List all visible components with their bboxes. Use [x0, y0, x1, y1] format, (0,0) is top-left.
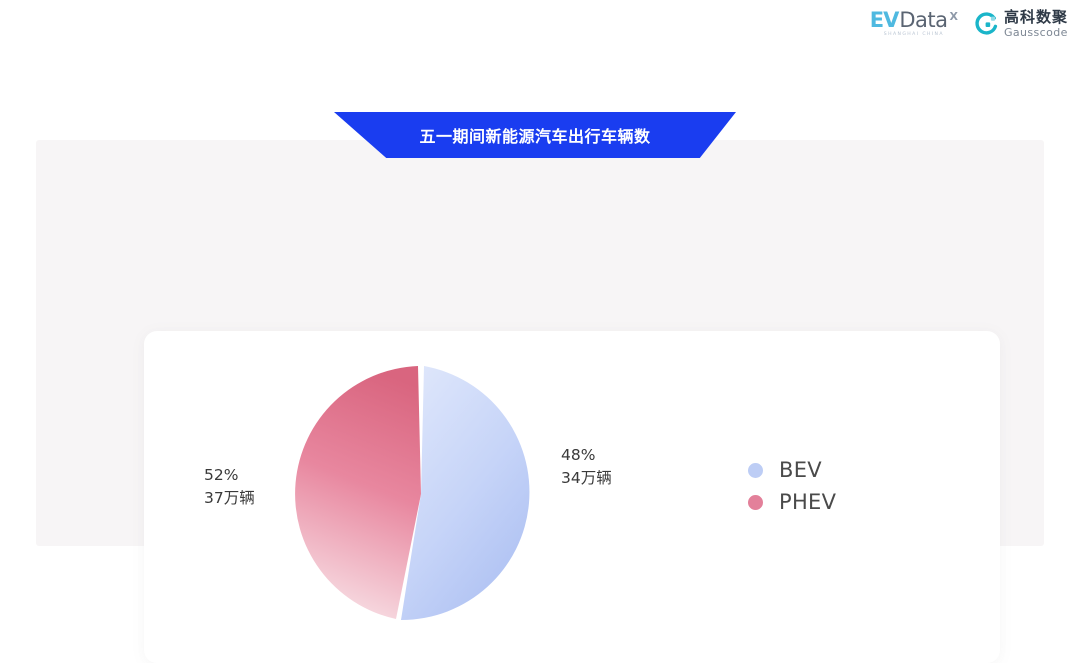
- legend-label-bev: BEV: [779, 458, 822, 482]
- chart-legend: BEV PHEV: [748, 456, 836, 516]
- legend-label-phev: PHEV: [779, 490, 837, 514]
- pie-slice-bev[interactable]: [401, 366, 530, 621]
- evdata-logo: EV Data X SHANGHAI CHINA: [870, 10, 958, 38]
- chart-title-banner: 五一期间新能源汽车出行车辆数: [334, 112, 736, 158]
- gausscode-logo-cn-text: 高科数聚: [1003, 8, 1068, 26]
- evdata-logo-ev-text: EV: [869, 8, 900, 33]
- pie-label-bev-quantity: 34万辆: [561, 469, 612, 488]
- pie-slice-phev[interactable]: [295, 366, 421, 619]
- pie-label-bev-percent: 48%: [561, 446, 596, 464]
- evdata-wordmark: EV Data X: [870, 10, 958, 31]
- legend-item-bev[interactable]: BEV: [748, 456, 836, 484]
- content-panel: 52% 37万辆 48% 34万辆 BEV PHEV: [36, 140, 1044, 663]
- evdata-logo-superscript: X: [949, 10, 958, 24]
- pie-chart-svg: [295, 366, 530, 621]
- pie-label-phev: 52% 37万辆: [204, 464, 255, 511]
- pie-chart-card: 52% 37万辆 48% 34万辆 BEV PHEV: [144, 331, 1000, 663]
- pie-label-phev-quantity: 37万辆: [204, 489, 255, 508]
- pie-label-bev: 48% 34万辆: [561, 444, 612, 491]
- legend-dot-phev-icon: [748, 494, 763, 510]
- gausscode-g-mark-icon: [974, 12, 998, 36]
- gausscode-logo: 高科数聚 Gausscode: [974, 8, 1068, 39]
- legend-item-phev[interactable]: PHEV: [748, 488, 836, 516]
- pie-label-phev-percent: 52%: [204, 466, 239, 484]
- page-title: 五一期间新能源汽车出行车辆数: [419, 127, 651, 146]
- evdata-logo-data-text: Data: [899, 8, 948, 33]
- header-logo-group: EV Data X SHANGHAI CHINA 高科数聚 Gausscode: [870, 8, 1068, 39]
- legend-dot-bev-icon: [748, 462, 763, 478]
- pie-chart: [288, 361, 554, 627]
- gausscode-logo-en-text: Gausscode: [1003, 25, 1068, 39]
- evdata-logo-subtitle: SHANGHAI CHINA: [883, 32, 944, 38]
- gausscode-wordmark: 高科数聚 Gausscode: [1003, 8, 1068, 39]
